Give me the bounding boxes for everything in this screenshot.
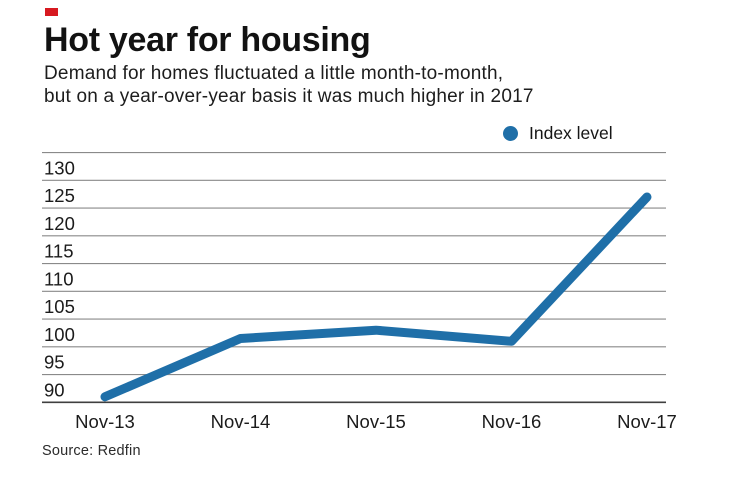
legend-marker-icon [503,125,518,141]
x-axis-tick-label: Nov-17 [617,411,677,432]
legend: Index level [503,122,613,143]
y-axis-tick-label: 95 [44,352,65,373]
y-axis-tick-label: 110 [44,268,74,289]
x-axis-tick-label: Nov-14 [211,411,271,432]
y-axis-tick-label: 90 [44,379,65,400]
brand-accent-mark [45,8,58,16]
source-attribution: Source: Redfin [42,443,141,459]
x-axis-tick-label: Nov-16 [482,411,542,432]
chart-subtitle-line1: Demand for homes fluctuated a little mon… [44,63,504,84]
y-axis-tick-label: 130 [44,157,75,178]
y-axis-tick-label: 105 [44,296,75,317]
y-axis-tick-label: 125 [44,185,75,206]
chart-subtitle: Demand for homes fluctuated a little mon… [44,62,534,108]
chart-subtitle-line2: but on a year-over-year basis it was muc… [44,86,534,107]
y-axis-tick-label: 100 [44,324,75,345]
x-axis-tick-label: Nov-13 [75,411,135,432]
x-axis-tick-label: Nov-15 [346,411,406,432]
y-axis-tick-label: 115 [44,241,74,262]
y-axis-tick-label: 120 [44,213,75,234]
chart-title: Hot year for housing [44,21,371,59]
legend-label: Index level [529,122,613,143]
data-line-index-level [100,192,652,402]
